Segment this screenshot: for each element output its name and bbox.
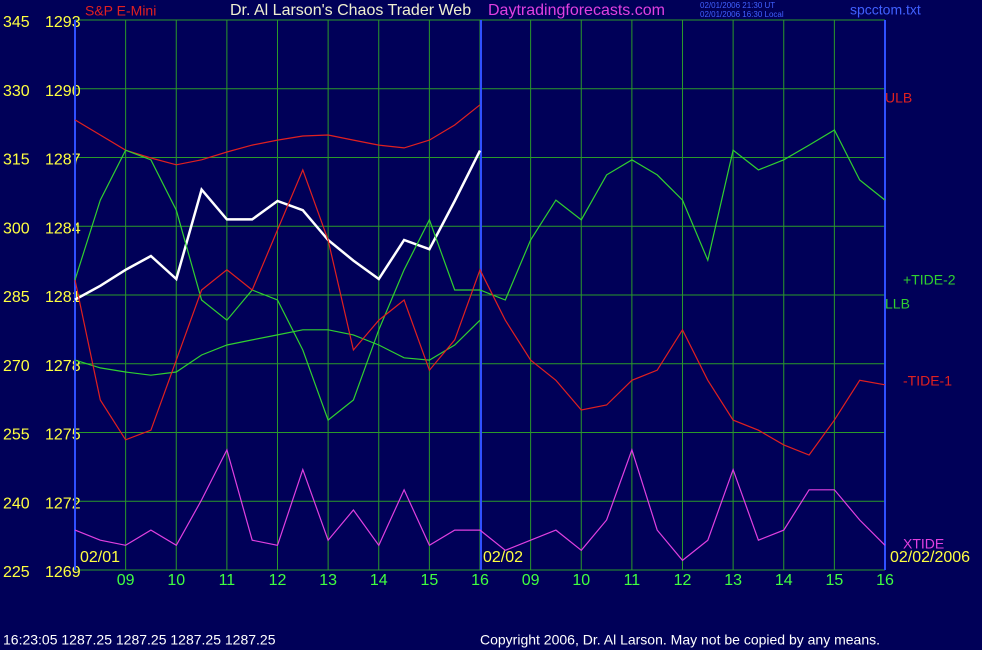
y2-tick-label: 1281: [45, 289, 81, 306]
x-tick-label: 09: [117, 572, 135, 589]
x-tick-label: 12: [674, 572, 692, 589]
y2-tick-label: 1275: [45, 427, 81, 444]
file-name: spcctom.txt: [850, 2, 921, 18]
y-tick-label: 225: [3, 564, 30, 581]
y-tick-label: 315: [3, 152, 30, 169]
x-tick-label: 16: [471, 572, 489, 589]
legend-label: S&P E-Mini: [85, 3, 156, 19]
x-tick-label: 15: [420, 572, 438, 589]
series-line: [74, 168, 886, 456]
legend-label: XTIDE: [903, 536, 944, 552]
x-tick-label: 12: [269, 572, 287, 589]
y-tick-label: 255: [3, 427, 30, 444]
y2-tick-label: 1278: [45, 358, 81, 375]
legend-label: LLB: [885, 296, 910, 312]
y2-tick-label: 1269: [45, 564, 81, 581]
series-line: [74, 150, 482, 301]
date-label: 02/02: [483, 549, 523, 566]
series-line: [74, 319, 481, 376]
x-tick-label: 14: [370, 572, 388, 589]
site: Daytradingforecasts.com: [488, 2, 665, 19]
series-line: [74, 129, 886, 422]
timestamp: 02/01/2006 21:30 UT: [700, 1, 775, 10]
y2-tick-label: 1284: [45, 220, 81, 237]
timestamp: 02/01/2006 16:30 Local: [700, 10, 784, 19]
y-tick-label: 330: [3, 83, 30, 100]
y2-tick-label: 1287: [45, 152, 81, 169]
y2-tick-label: 1293: [45, 14, 81, 31]
y-tick-label: 345: [3, 14, 30, 31]
y2-tick-label: 1272: [45, 495, 81, 512]
quote: 16:23:05 1287.25 1287.25 1287.25 1287.25: [3, 632, 276, 648]
legend-label: +TIDE-2: [903, 272, 956, 288]
x-tick-label: 15: [825, 572, 843, 589]
legend-label: ULB: [885, 90, 912, 106]
series-line: [74, 448, 886, 562]
date-label: 02/01: [80, 549, 120, 566]
x-tick-label: 13: [319, 572, 337, 589]
x-tick-label: 10: [167, 572, 185, 589]
x-tick-label: 16: [876, 572, 894, 589]
x-tick-label: 09: [522, 572, 540, 589]
y-tick-label: 270: [3, 358, 30, 375]
x-tick-label: 11: [624, 572, 641, 589]
date-label: 02/02/2006: [890, 549, 970, 566]
copyright: Copyright 2006, Dr. Al Larson. May not b…: [480, 632, 880, 648]
chart-title: Dr. Al Larson's Chaos Trader Web: [230, 2, 471, 19]
y-tick-label: 285: [3, 289, 30, 306]
x-tick-label: 14: [775, 572, 793, 589]
y2-tick-label: 1290: [45, 83, 81, 100]
series-line: [74, 104, 481, 166]
x-tick-label: 10: [572, 572, 590, 589]
y-tick-label: 300: [3, 220, 30, 237]
legend-label: -TIDE-1: [903, 373, 952, 389]
x-tick-label: 13: [724, 572, 742, 589]
x-tick-label: 11: [219, 572, 236, 589]
y-tick-label: 240: [3, 495, 30, 512]
